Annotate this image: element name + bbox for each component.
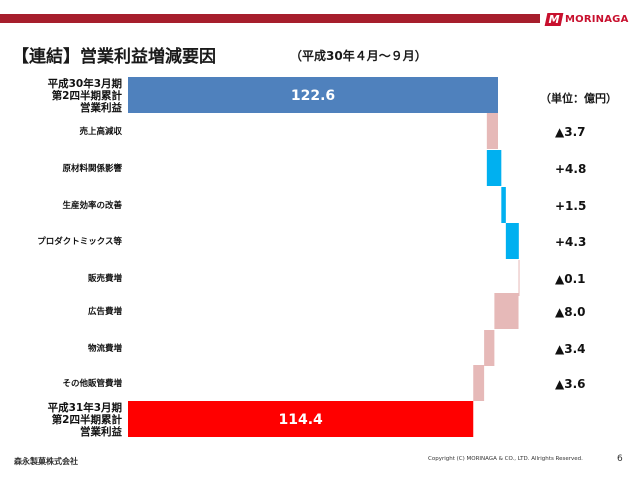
delta-value-label-4: +4.3	[555, 235, 586, 249]
delta-value-label-8: ▲3.6	[555, 377, 586, 391]
category-label-1: 売上高減収	[78, 126, 122, 137]
unit-label: （単位：億円）	[540, 92, 617, 105]
bar-2	[486, 150, 502, 186]
header-bar	[0, 14, 540, 23]
total-value-label-9: 114.4	[278, 412, 323, 428]
bar-8	[473, 365, 485, 401]
category-label-2: 原材料関係影響	[62, 163, 122, 174]
bar-1	[486, 113, 498, 149]
footer-copyright: Copyright (C) MORINAGA & CO., LTD. Allri…	[428, 456, 583, 462]
delta-value-label-2: +4.8	[555, 162, 586, 176]
bar-5	[518, 260, 520, 296]
delta-value-label-1: ▲3.7	[555, 125, 586, 139]
delta-value-label-7: ▲3.4	[555, 342, 586, 356]
category-label-6: 広告費増	[88, 306, 123, 317]
delta-value-label-5: ▲0.1	[555, 272, 586, 286]
page-title: 【連結】営業利益増減要因	[12, 47, 216, 67]
category-label-4: プロダクトミックス等	[37, 236, 122, 247]
bar-6	[494, 293, 519, 329]
delta-value-label-6: ▲8.0	[555, 305, 586, 319]
total-value-label-0: 122.6	[291, 88, 335, 104]
page-number: 6	[617, 454, 623, 464]
category-label-7: 物流費増	[88, 343, 123, 354]
category-label-0: 平成30年3月期第2四半期累計営業利益	[48, 77, 123, 114]
category-label-3: 生産効率の改善	[62, 200, 122, 211]
bar-9	[128, 401, 474, 437]
category-label-5: 販売費増	[88, 273, 123, 284]
period-label: （平成30年４月～９月）	[290, 49, 427, 63]
footer-company: 森永製菓株式会社	[14, 457, 78, 466]
bar-4	[505, 223, 519, 259]
company-logo: M MORINAGA	[544, 11, 629, 27]
category-label-9: 平成31年3月期第2四半期累計営業利益	[48, 401, 123, 438]
bar-3	[501, 187, 506, 223]
category-label-8: その他販管費増	[62, 378, 122, 389]
delta-value-label-3: +1.5	[555, 199, 586, 213]
bar-0	[128, 77, 498, 113]
bar-7	[484, 330, 495, 366]
logo-text: MORINAGA	[565, 13, 629, 25]
